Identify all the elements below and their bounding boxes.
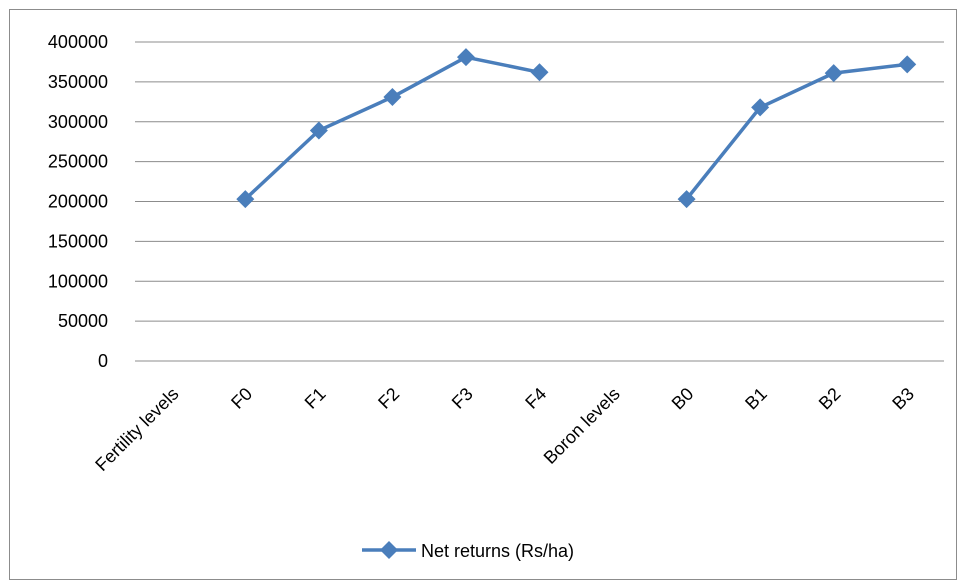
x-tick-label: F2 [374, 384, 403, 413]
chart-frame [9, 9, 957, 580]
legend-series-marker [380, 541, 398, 559]
data-point-f1 [309, 121, 328, 140]
data-point-b1 [751, 98, 770, 117]
legend: Net returns (Rs/ha) [362, 541, 574, 561]
series-line-segment-1 [244, 55, 540, 201]
data-point-b2 [824, 64, 843, 83]
y-tick-label: 150000 [48, 231, 108, 251]
y-tick-label: 300000 [48, 112, 108, 132]
x-tick-label: Fertility levels [91, 384, 182, 475]
y-tick-label: 0 [98, 351, 108, 371]
y-tick-label: 400000 [48, 32, 108, 52]
y-tick-label: 200000 [48, 192, 108, 212]
y-tick-label: 250000 [48, 152, 108, 172]
x-tick-label: B0 [668, 384, 698, 414]
data-point-f4 [530, 63, 549, 82]
x-tick-label: B1 [741, 384, 771, 414]
y-axis-tick-labels: 0 50000 100000 150000 200000 250000 300000 3500… [48, 32, 108, 371]
y-tick-label: 50000 [58, 311, 108, 331]
y-tick-label: 350000 [48, 72, 108, 92]
x-tick-label: B2 [815, 384, 845, 414]
data-point-f0 [236, 190, 255, 209]
y-tick-label: 100000 [48, 271, 108, 291]
grid-lines [135, 41, 944, 362]
data-point-b3 [898, 55, 917, 74]
series-layer [236, 48, 917, 209]
x-tick-label: B3 [888, 384, 918, 414]
x-tick-label: Boron levels [540, 384, 624, 468]
data-point-f2 [383, 88, 402, 107]
data-point-b0 [677, 190, 696, 209]
x-tick-label: F1 [301, 384, 330, 413]
x-tick-label: F4 [521, 384, 550, 413]
data-point-f3 [456, 48, 475, 67]
series-line-segment-2 [685, 62, 908, 201]
x-tick-label: F0 [227, 384, 256, 413]
legend-label: Net returns (Rs/ha) [421, 541, 574, 561]
x-tick-label: F3 [448, 384, 477, 413]
